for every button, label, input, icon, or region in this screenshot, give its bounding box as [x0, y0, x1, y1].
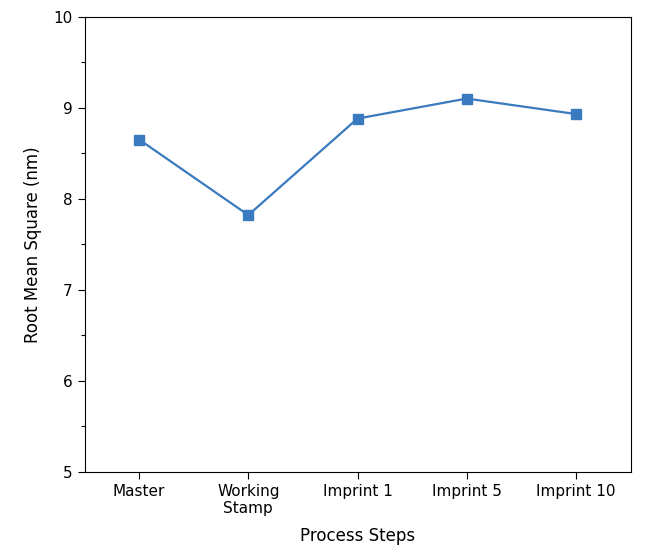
Y-axis label: Root Mean Square (nm): Root Mean Square (nm) — [24, 146, 42, 342]
X-axis label: Process Steps: Process Steps — [300, 527, 415, 545]
